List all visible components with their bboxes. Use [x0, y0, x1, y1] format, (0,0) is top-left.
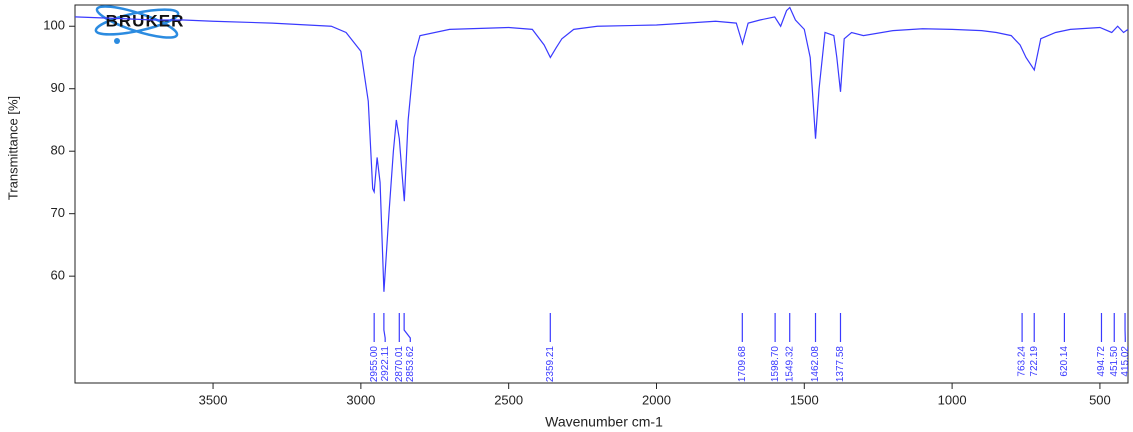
- peak-label: 2955.00: [369, 346, 380, 383]
- logo-dot: [114, 38, 120, 44]
- peak-label: 1549.32: [784, 346, 795, 383]
- x-tick-label: 3000: [346, 392, 375, 407]
- peak-label: 1709.68: [737, 346, 748, 383]
- x-axis-label: Wavenumber cm-1: [545, 414, 663, 430]
- peak-label: 1598.70: [770, 346, 781, 383]
- peak-marker: [403, 313, 411, 342]
- peak-label: 763.24: [1017, 346, 1028, 377]
- peak-label: 1377.58: [835, 346, 846, 383]
- peak-label: 620.14: [1059, 346, 1070, 377]
- logo-text: BRUKER: [106, 11, 185, 30]
- x-tick-label: 2000: [642, 392, 671, 407]
- y-tick-label: 60: [51, 268, 65, 283]
- peak-label: 451.50: [1109, 346, 1120, 377]
- x-tick-label: 3500: [199, 392, 228, 407]
- spectrum-line: [74, 6, 1129, 292]
- y-tick-label: 70: [51, 205, 65, 220]
- logo: BRUKER: [94, 5, 185, 44]
- x-tick-label: 2500: [494, 392, 523, 407]
- peak-label: 2853.62: [405, 346, 416, 383]
- x-tick-label: 500: [1089, 392, 1111, 407]
- x-tick-label: 1000: [938, 392, 967, 407]
- x-tick-label: 1500: [790, 392, 819, 407]
- peak-label: 2870.01: [394, 346, 405, 383]
- plot-frame: [74, 4, 1129, 384]
- peak-label: 2922.11: [380, 346, 391, 382]
- peak-label: 722.19: [1029, 346, 1040, 377]
- y-tick-label: 100: [43, 18, 65, 33]
- peak-marker: [383, 313, 386, 342]
- logo-orbit: [95, 5, 179, 39]
- peak-label: 1462.08: [810, 346, 821, 383]
- y-tick-label: 80: [51, 143, 65, 158]
- peak-label: 415.02: [1120, 346, 1131, 377]
- y-tick-label: 90: [51, 80, 65, 95]
- y-axis-label: Transmittance [%]: [5, 96, 20, 200]
- peak-label: 494.72: [1096, 346, 1107, 377]
- peak-label: 2359.21: [545, 346, 556, 383]
